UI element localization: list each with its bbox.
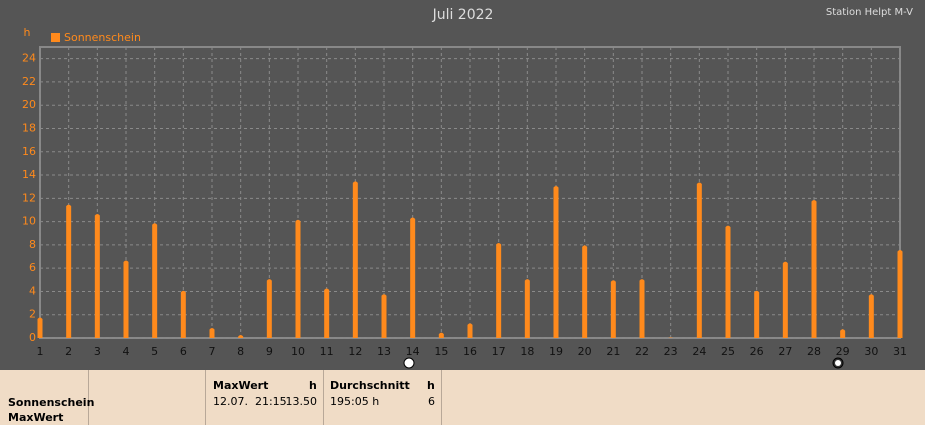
cell (89, 370, 206, 425)
y-axis-label: h (24, 26, 31, 39)
x-tick-label: 23 (664, 345, 678, 358)
bar (381, 294, 387, 338)
x-tick-label: 19 (549, 345, 563, 358)
x-tick-label: 8 (237, 345, 244, 358)
x-tick-label: 4 (123, 345, 130, 358)
bar (668, 337, 674, 338)
bar (94, 213, 100, 338)
x-tick-label: 11 (320, 345, 334, 358)
bar (352, 181, 358, 338)
bar (897, 250, 903, 338)
cell: Durchschnitt h 195:05 h 6 (324, 370, 442, 425)
x-tick-label: 29 (836, 345, 850, 358)
x-tick-label: 24 (692, 345, 706, 358)
bar (37, 317, 43, 338)
x-tick-label: 25 (721, 345, 735, 358)
x-tick-label: 20 (578, 345, 592, 358)
bar (782, 261, 788, 338)
y-tick-label: 2 (29, 308, 36, 321)
y-tick-label: 18 (22, 121, 36, 134)
bar (410, 217, 416, 338)
x-tick-label: 9 (266, 345, 273, 358)
bar (868, 294, 874, 338)
x-tick-label: 28 (807, 345, 821, 358)
moon-full (403, 357, 415, 369)
value: 13.50 (285, 395, 318, 408)
bar (295, 219, 301, 338)
bar (238, 335, 244, 338)
bar (66, 204, 72, 338)
x-tick-label: 7 (209, 345, 216, 358)
bar (496, 243, 502, 338)
x-tick-label: 21 (606, 345, 620, 358)
value: 6 (428, 395, 435, 408)
bar (324, 288, 330, 338)
x-tick-label: 1 (37, 345, 44, 358)
y-tick-label: 6 (29, 261, 36, 274)
bar (266, 279, 272, 338)
bar (180, 290, 186, 338)
bar (152, 223, 158, 338)
y-tick-label: 14 (22, 168, 36, 181)
legend-label: Sonnenschein (64, 31, 141, 44)
x-tick-label: 13 (377, 345, 391, 358)
header: MaxWert (213, 379, 269, 392)
y-tick-label: 10 (22, 215, 36, 228)
bar (610, 280, 616, 338)
y-tick-label: 20 (22, 98, 36, 111)
y-tick-label: 0 (29, 331, 36, 344)
x-tick-label: 15 (434, 345, 448, 358)
y-tick-label: 4 (29, 284, 36, 297)
bar (553, 186, 559, 338)
unit: h (309, 379, 317, 392)
x-tick-label: 18 (520, 345, 534, 358)
x-tick-label: 26 (750, 345, 764, 358)
x-tick-label: 3 (94, 345, 101, 358)
bar (582, 245, 588, 338)
bar (438, 332, 444, 338)
x-tick-label: 17 (492, 345, 506, 358)
header: Durchschnitt (330, 379, 410, 392)
moon-new-inner (835, 360, 841, 366)
x-tick-label: 5 (151, 345, 158, 358)
cell: Sonnenschein MaxWert (0, 370, 94, 425)
bar (811, 199, 817, 338)
x-tick-label: 14 (406, 345, 420, 358)
bar (639, 279, 645, 338)
bar (123, 260, 129, 338)
subtitle: Station Helpt M-V (826, 7, 913, 18)
x-tick-label: 10 (291, 345, 305, 358)
y-tick-label: 8 (29, 238, 36, 251)
x-tick-label: 6 (180, 345, 187, 358)
y-tick-label: 22 (22, 75, 36, 88)
legend-swatch (51, 33, 60, 42)
bar (524, 279, 530, 338)
date: 12.07. 21:15 (213, 395, 287, 408)
total: 195:05 h (330, 395, 380, 408)
row-label: Sonnenschein (8, 396, 95, 409)
x-tick-label: 16 (463, 345, 477, 358)
x-tick-label: 30 (864, 345, 878, 358)
x-tick-label: 12 (348, 345, 362, 358)
bar (209, 328, 215, 338)
y-tick-label: 16 (22, 145, 36, 158)
bar (467, 323, 473, 338)
x-tick-label: 22 (635, 345, 649, 358)
chart: Juli 2022 Station Helpt M-V h 0246810121… (22, 7, 913, 369)
x-tick-label: 31 (893, 345, 907, 358)
y-tick-label: 12 (22, 191, 36, 204)
bar (725, 225, 731, 338)
summary-table: Sonnenschein MaxWert MaxWert h 12.07. 21… (0, 370, 925, 425)
cell: MaxWert h 12.07. 21:15 13.50 (206, 370, 324, 425)
bar (840, 329, 846, 338)
bar (754, 290, 760, 338)
y-tick-label: 24 (22, 52, 36, 65)
chart-title: Juli 2022 (432, 7, 494, 23)
x-tick-label: 2 (65, 345, 72, 358)
unit: h (427, 379, 435, 392)
bar (696, 182, 702, 338)
x-tick-label: 27 (778, 345, 792, 358)
row-label: MaxWert (8, 411, 64, 424)
